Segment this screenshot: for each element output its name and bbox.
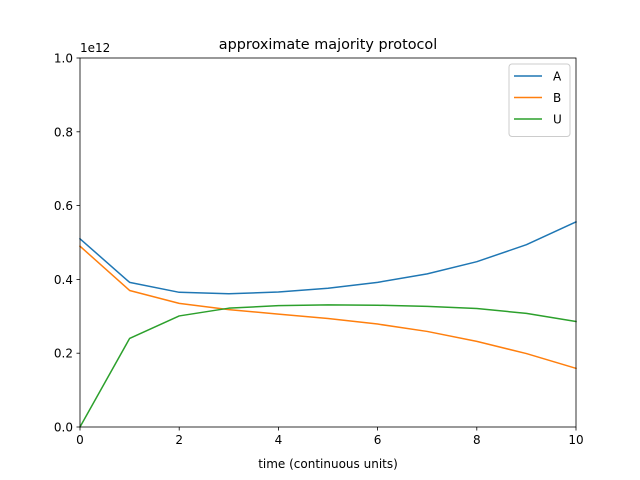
- legend: ABU: [508, 63, 571, 137]
- y-tick-label: 0.4: [54, 273, 73, 287]
- series-layer: [78, 220, 577, 429]
- legend-label-U: U: [553, 113, 562, 127]
- x-tick-label: 0: [76, 433, 84, 447]
- x-axis-ticks: 0 2 4 6 8 10: [76, 427, 584, 447]
- y-tick-label: 0.2: [54, 347, 73, 361]
- series-line-B: [78, 245, 577, 370]
- chart-title: approximate majority protocol: [219, 37, 437, 53]
- legend-label-B: B: [553, 91, 561, 105]
- y-offset-label: 1e12: [80, 41, 110, 55]
- x-tick-label: 2: [175, 433, 183, 447]
- y-tick-label: 0.6: [54, 199, 73, 213]
- legend-label-A: A: [553, 70, 562, 84]
- x-axis-label: time (continuous units): [258, 457, 398, 471]
- y-axis-ticks: 0.0 0.2 0.4 0.6 0.8 1.0: [54, 52, 80, 435]
- plot-frame: [79, 57, 577, 428]
- x-tick-label: 10: [568, 433, 583, 447]
- y-tick-label: 0.8: [54, 125, 73, 139]
- series-line-A: [78, 220, 577, 295]
- x-tick-label: 6: [374, 433, 382, 447]
- series-line-U: [78, 304, 577, 429]
- x-tick-label: 4: [275, 433, 283, 447]
- y-tick-label: 0.0: [54, 421, 73, 435]
- y-tick-label: 1.0: [54, 52, 73, 66]
- x-tick-label: 8: [473, 433, 481, 447]
